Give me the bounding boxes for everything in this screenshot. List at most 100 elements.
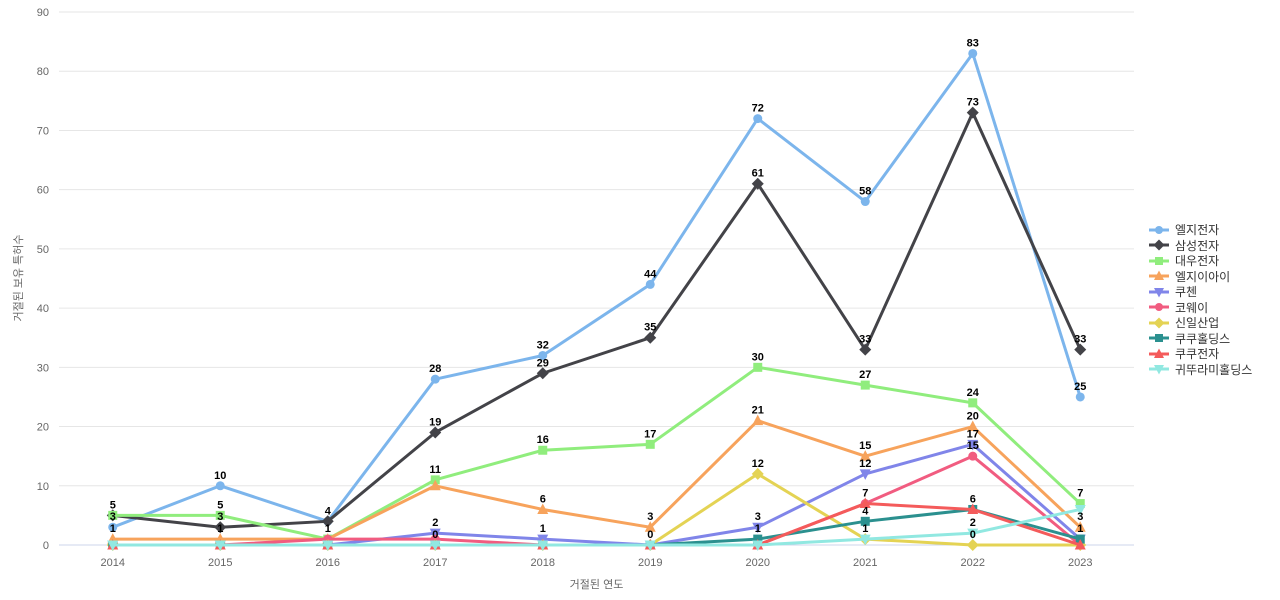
data-label: 6 <box>540 493 546 505</box>
legend-glyph-lg-ei <box>1154 270 1164 281</box>
marker-samsung-electronics <box>966 106 979 119</box>
data-label: 83 <box>967 37 979 49</box>
legend-item-cuchen[interactable]: 쿠첸 <box>1148 284 1252 300</box>
marker-samsung-electronics <box>321 515 334 528</box>
marker-cuckoo-electronics <box>859 497 871 509</box>
legend-item-shinil-industry[interactable]: 신일산업 <box>1148 315 1252 331</box>
marker-lg-electronics <box>753 114 763 124</box>
y-axis-tick-label: 0 <box>43 540 49 552</box>
legend: 엘지전자 삼성전자 대우전자 엘지이아이 쿠첸 코웨이 신일산업 쿠쿠홀딩스 쿠쿠전자 귀뚜라미홀… <box>1148 222 1252 377</box>
legend-marker-cuchen-icon <box>1149 287 1169 298</box>
data-label: 24 <box>967 387 980 399</box>
marker-samsung-electronics <box>751 177 764 190</box>
legend-glyph-daewoo-electronics <box>1155 256 1163 265</box>
marker-lg-electronics <box>538 350 548 360</box>
legend-glyph-cuckoo-holdings <box>1155 334 1163 343</box>
legend-label-daewoo-electronics: 대우전자 <box>1175 254 1220 269</box>
legend-item-lg-ei[interactable]: 엘지이아이 <box>1148 269 1252 285</box>
data-label: 1 <box>217 523 223 535</box>
series-line-daewoo-electronics <box>111 365 1082 541</box>
data-label: 1 <box>755 523 761 535</box>
marker-lg-electronics <box>430 374 440 384</box>
legend-item-kiturami-holdings[interactable]: 귀뚜라미홀딩스 <box>1148 362 1252 378</box>
data-label: 28 <box>429 363 441 375</box>
legend-item-lg-electronics[interactable]: 엘지전자 <box>1148 222 1252 238</box>
series-line-samsung-electronics <box>111 111 1082 529</box>
legend-item-samsung-electronics[interactable]: 삼성전자 <box>1148 238 1252 254</box>
y-axis-tick-label: 20 <box>37 422 49 434</box>
data-label: 0 <box>647 529 653 541</box>
x-axis-tick-label: 2019 <box>638 557 662 569</box>
series-line-lg-ei <box>111 419 1082 541</box>
marker-daewoo-electronics <box>860 380 870 390</box>
marker-daewoo-electronics <box>538 445 548 455</box>
data-label: 0 <box>432 529 438 541</box>
marker-lg-electronics <box>215 481 225 491</box>
y-axis-tick-label: 50 <box>37 244 49 256</box>
data-label: 35 <box>644 322 656 334</box>
data-label: 6 <box>970 493 976 505</box>
x-axis-tick-label: 2017 <box>423 557 447 569</box>
marker-kiturami-holdings <box>537 540 549 551</box>
marker-lg-ei <box>859 450 871 461</box>
legend-glyph-cuchen <box>1154 287 1164 298</box>
y-axis-tick-label: 30 <box>37 362 49 374</box>
marker-kiturami-holdings <box>752 540 764 551</box>
marker-cuckoo-electronics <box>967 503 979 514</box>
legend-item-cuckoo-holdings[interactable]: 쿠쿠홀딩스 <box>1148 331 1252 347</box>
marker-kiturami-holdings <box>644 540 656 551</box>
legend-label-kiturami-holdings: 귀뚜라미홀딩스 <box>1175 362 1253 377</box>
legend-marker-shinil-industry-icon <box>1149 317 1169 329</box>
marker-samsung-electronics <box>214 521 227 534</box>
marker-cuchen <box>967 439 979 451</box>
legend-item-daewoo-electronics[interactable]: 대우전자 <box>1148 253 1252 269</box>
legend-item-coway[interactable]: 코웨이 <box>1148 300 1252 316</box>
data-label: 11 <box>429 464 441 476</box>
x-axis-title: 거절된 연도 <box>569 579 624 591</box>
marker-lg-ei <box>537 503 549 514</box>
legend-marker-cuckoo-electronics-icon <box>1149 348 1169 358</box>
legend-label-lg-electronics: 엘지전자 <box>1175 223 1220 238</box>
y-axis-tick-label: 90 <box>37 7 49 19</box>
legend-marker-coway-icon <box>1149 303 1169 312</box>
data-label: 44 <box>644 268 657 280</box>
data-label: 72 <box>752 103 764 115</box>
legend-glyph-coway <box>1155 303 1163 312</box>
x-axis-tick-label: 2016 <box>316 557 340 569</box>
marker-samsung-electronics <box>1074 343 1087 356</box>
legend-glyph-kiturami-holdings <box>1154 365 1164 375</box>
data-label: 15 <box>967 440 979 452</box>
marker-samsung-electronics <box>429 426 442 439</box>
legend-label-cuckoo-holdings: 쿠쿠홀딩스 <box>1175 331 1231 346</box>
data-label: 4 <box>325 505 332 517</box>
legend-marker-lg-electronics-icon <box>1149 225 1169 234</box>
marker-lg-ei <box>1074 521 1086 532</box>
data-label: 1 <box>540 523 546 535</box>
data-label: 3 <box>110 511 116 523</box>
marker-kiturami-holdings <box>967 528 979 540</box>
data-label: 2 <box>970 517 976 529</box>
data-label: 33 <box>859 334 871 346</box>
marker-daewoo-electronics <box>753 362 763 372</box>
legend-item-cuckoo-electronics[interactable]: 쿠쿠전자 <box>1148 346 1252 362</box>
marker-kiturami-holdings <box>214 540 226 551</box>
marker-kiturami-holdings <box>322 540 334 551</box>
marker-lg-electronics <box>1075 392 1085 402</box>
data-label: 4 <box>862 505 869 517</box>
data-label: 29 <box>537 357 549 369</box>
legend-label-coway: 코웨이 <box>1175 300 1209 315</box>
x-axis-tick-label: 2014 <box>101 557 125 569</box>
marker-cuckoo-electronics <box>1074 539 1086 550</box>
data-label: 3 <box>755 511 761 523</box>
marker-lg-electronics <box>860 197 870 207</box>
marker-daewoo-electronics <box>645 439 655 449</box>
data-label: 25 <box>1074 381 1086 393</box>
marker-samsung-electronics <box>536 367 549 380</box>
data-label: 20 <box>967 411 979 423</box>
series-line-lg-electronics <box>111 51 1082 529</box>
data-label: 10 <box>214 470 226 482</box>
legend-glyph-samsung-electronics <box>1153 239 1165 251</box>
marker-kiturami-holdings <box>429 540 441 551</box>
marker-lg-ei <box>752 414 764 426</box>
